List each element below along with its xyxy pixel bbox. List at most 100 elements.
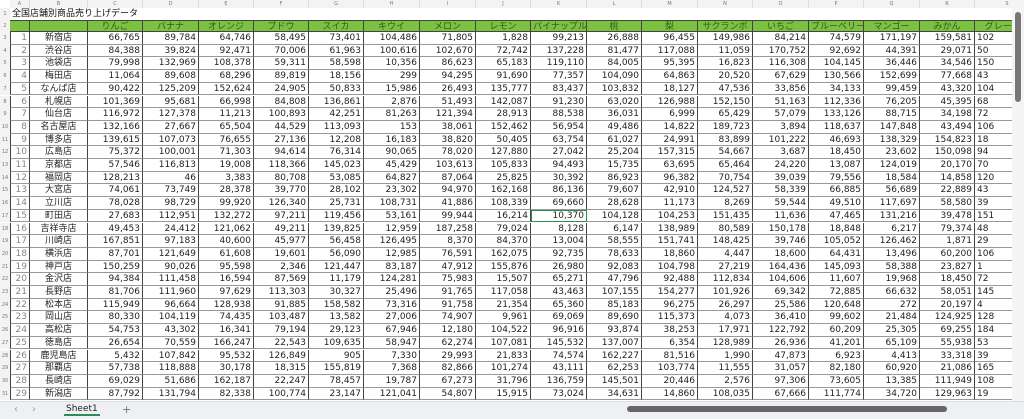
header-cell[interactable]: スイカ [309,20,364,32]
table-cell[interactable]: 72 [975,273,1012,286]
table-cell[interactable]: 新潟店 [30,387,88,401]
table-cell[interactable]: 88,538 [531,108,587,121]
table-cell[interactable]: 165 [975,362,1012,375]
table-cell[interactable]: 39 [975,197,1012,210]
table-cell[interactable]: 28,102 [309,184,364,198]
row-header[interactable]: 21 [0,260,10,274]
table-cell[interactable]: 128,989 [698,336,753,350]
table-cell[interactable]: 125,209 [143,82,199,96]
table-cell[interactable]: 155,819 [309,362,364,375]
table-cell[interactable]: 1,990 [698,349,753,363]
row-header[interactable]: 30 [0,374,10,388]
row-header[interactable]: 20 [0,247,10,261]
table-cell[interactable]: 29 [10,387,30,401]
table-cell[interactable]: 94,493 [531,159,587,172]
table-cell[interactable]: 120 [975,172,1012,185]
table-cell[interactable]: 84,005 [587,57,642,71]
table-cell[interactable]: 23,302 [364,184,420,198]
table-cell[interactable]: 150 [975,57,1012,71]
table-cell[interactable]: 87,064 [420,171,476,185]
table-cell[interactable]: 徳島店 [30,336,88,350]
header-cell[interactable]: バナナ [143,20,199,32]
table-cell[interactable]: 65,360 [531,298,587,312]
table-cell[interactable]: 102 [975,32,1012,45]
table-cell[interactable]: 133,126 [809,108,864,121]
table-cell[interactable]: 170,752 [753,44,809,58]
row-header[interactable]: 23 [0,286,10,299]
table-cell[interactable]: 4,073 [698,311,753,325]
table-cell[interactable]: 104,128 [587,209,642,223]
row-header[interactable]: 17 [0,209,10,223]
row-header[interactable]: 5 [0,57,10,71]
table-cell[interactable]: 38,820 [420,133,476,147]
table-cell[interactable]: 72,742 [476,44,531,58]
column-header-h[interactable]: H [364,0,420,8]
table-cell[interactable]: 94 [975,146,1012,159]
table-cell[interactable]: 11,179 [309,273,364,286]
table-cell[interactable]: 118,366 [254,159,309,172]
table-cell[interactable]: 119,456 [309,209,364,223]
table-cell[interactable]: 94,295 [420,70,476,83]
table-cell[interactable]: 1 [975,261,1012,274]
table-cell[interactable]: 18 [975,134,1012,147]
table-cell[interactable]: 札幌店 [30,95,88,109]
table-cell[interactable]: 138,989 [642,222,698,236]
table-cell[interactable]: 4,413 [864,349,920,363]
table-cell[interactable]: 65,271 [531,273,587,286]
table-cell[interactable]: 79,194 [254,324,309,337]
table-cell[interactable]: 106 [975,248,1012,261]
table-cell[interactable]: 21 [10,286,30,299]
table-cell[interactable]: 108,731 [364,197,420,210]
table-cell[interactable]: 広島店 [30,146,88,159]
table-cell[interactable]: 137,007 [587,336,642,350]
table-cell[interactable]: 80,708 [254,171,309,185]
table-cell[interactable]: 97,629 [199,286,254,299]
table-cell[interactable]: 49,211 [254,222,309,236]
table-cell[interactable]: 6 [10,95,30,109]
header-cell[interactable]: いちご [753,20,809,32]
table-cell[interactable]: 28,628 [587,197,642,210]
row-header[interactable]: 25 [0,311,10,325]
column-header-j[interactable]: J [476,0,531,8]
table-cell[interactable]: 150,178 [753,222,809,236]
table-cell[interactable]: 96,455 [642,32,698,45]
table-cell[interactable]: 福岡店 [30,171,88,185]
column-header-o[interactable]: O [753,0,809,8]
table-cell[interactable]: 39,039 [753,171,809,185]
table-cell[interactable]: 44,391 [864,44,920,58]
table-cell[interactable]: 157,315 [642,146,698,159]
table-cell[interactable]: 58,339 [753,184,809,198]
table-cell[interactable]: 26,980 [531,260,587,274]
table-cell[interactable]: 53,085 [309,171,364,185]
table-cell[interactable]: 117,088 [642,44,698,58]
table-cell[interactable]: 20,197 [920,298,975,312]
table-cell[interactable]: 72 [975,108,1012,121]
table-cell[interactable]: 4 [10,70,30,83]
table-cell[interactable]: 85,183 [587,298,642,312]
table-cell[interactable]: 66,632 [864,286,920,299]
horizontal-scrollbar[interactable] [627,406,947,412]
table-cell[interactable]: 116,813 [143,159,199,172]
table-cell[interactable]: 154,277 [642,286,698,299]
table-cell[interactable]: 13,496 [864,247,920,261]
table-cell[interactable]: 96,916 [531,324,587,337]
table-cell[interactable]: 28,913 [476,108,531,121]
table-cell[interactable]: 72,885 [809,286,864,299]
table-cell[interactable]: 13,004 [531,235,587,248]
table-cell[interactable]: 6,217 [864,222,920,236]
table-cell[interactable]: 111,949 [920,374,975,388]
table-cell[interactable]: 3,687 [753,146,809,159]
table-cell[interactable]: 78,020 [420,146,476,159]
table-cell[interactable]: 139,825 [309,222,364,236]
table-cell[interactable]: 73,749 [143,184,199,198]
table-cell[interactable]: 61,027 [587,133,642,147]
table-cell[interactable]: 13,582 [309,311,364,325]
table-cell[interactable]: 23,827 [920,260,975,274]
table-cell[interactable]: 86,623 [420,57,476,71]
table-cell[interactable]: 154,823 [920,133,975,147]
table-cell[interactable]: 2,346 [254,260,309,274]
table-cell[interactable]: 76,591 [420,247,476,261]
table-cell[interactable]: 104,606 [753,273,809,286]
table-cell[interactable]: 47,465 [809,209,864,223]
header-cell[interactable]: レモン [476,20,531,32]
